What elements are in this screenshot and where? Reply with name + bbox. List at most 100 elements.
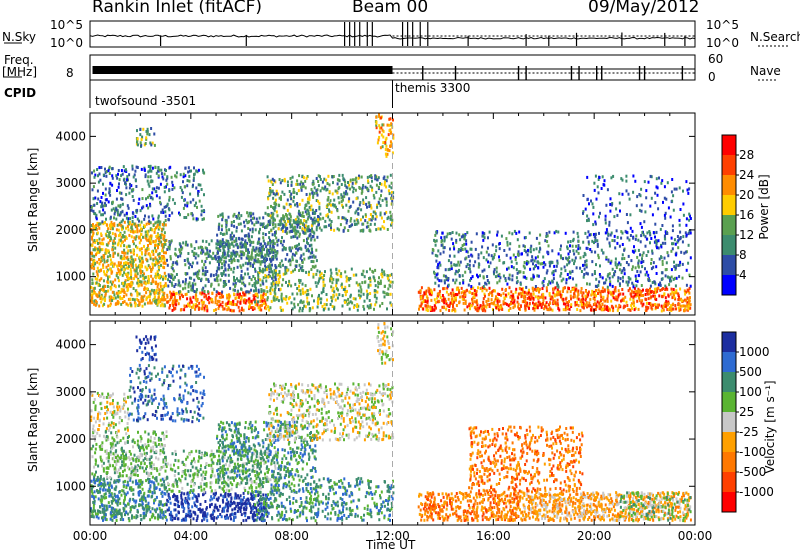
heatmap-cell <box>539 302 542 306</box>
heatmap-cell <box>296 259 298 263</box>
heatmap-cell <box>654 290 657 294</box>
heatmap-cell <box>272 207 275 211</box>
heatmap-cell <box>194 305 197 309</box>
heatmap-cell <box>254 300 256 304</box>
heatmap-cell <box>477 286 479 290</box>
heatmap-cell <box>367 285 370 289</box>
heatmap-cell <box>505 237 508 241</box>
heatmap-cell <box>441 305 444 309</box>
heatmap-cell <box>386 123 389 127</box>
heatmap-cell <box>586 295 589 299</box>
heatmap-cell <box>141 135 144 139</box>
heatmap-cell <box>437 263 440 267</box>
heatmap-cell <box>236 290 239 294</box>
heatmap-cell <box>524 275 526 279</box>
heatmap-cell <box>286 301 289 305</box>
heatmap-cell <box>247 232 250 236</box>
heatmap-cell <box>630 302 633 306</box>
heatmap-cell <box>289 205 292 209</box>
heatmap-cell <box>548 292 551 295</box>
heatmap-cell <box>670 275 673 279</box>
heatmap-cell <box>164 282 167 286</box>
heatmap-cell <box>93 175 96 179</box>
heatmap-cell <box>143 272 145 276</box>
heatmap-cell <box>683 309 685 312</box>
heatmap-cell <box>528 306 530 310</box>
heatmap-cell <box>273 250 276 254</box>
heatmap-cell <box>367 179 369 183</box>
heatmap-cell <box>153 143 156 147</box>
heatmap-cell <box>317 281 320 285</box>
heatmap-cell <box>226 296 229 300</box>
heatmap-cell <box>197 276 199 280</box>
heatmap-cell <box>107 275 109 279</box>
heatmap-cell <box>571 258 574 262</box>
heatmap-cell <box>466 250 469 254</box>
heatmap-cell <box>655 230 658 234</box>
heatmap-cell <box>154 221 157 225</box>
heatmap-cell <box>673 291 676 295</box>
heatmap-cell <box>232 309 235 313</box>
heatmap-cell <box>277 223 280 227</box>
heatmap-cell <box>669 306 671 310</box>
heatmap-cell <box>166 263 169 267</box>
heatmap-cell <box>194 307 197 311</box>
heatmap-cell <box>150 143 153 147</box>
heatmap-cell <box>200 277 203 281</box>
heatmap-cell <box>645 254 648 257</box>
heatmap-cell <box>197 168 200 172</box>
heatmap-cell <box>179 308 182 312</box>
heatmap-cell <box>132 258 134 262</box>
heatmap-cell <box>111 227 114 231</box>
heatmap-cell <box>652 261 655 265</box>
heatmap-cell <box>614 289 617 293</box>
heatmap-cell <box>223 232 226 236</box>
heatmap-cell <box>270 180 273 184</box>
heatmap-cell <box>275 297 278 301</box>
heatmap-cell <box>307 197 309 201</box>
heatmap-cell <box>585 289 587 293</box>
heatmap-cell <box>110 271 113 275</box>
heatmap-cell <box>247 290 250 294</box>
heatmap-cell <box>241 251 244 255</box>
heatmap-cell <box>577 292 580 296</box>
heatmap-cell <box>265 245 268 249</box>
heatmap-cell <box>465 265 468 269</box>
heatmap-cell <box>144 249 147 253</box>
heatmap-cell <box>232 302 235 306</box>
heatmap-cell <box>130 223 133 227</box>
heatmap-cell <box>140 138 143 141</box>
heatmap-cell <box>186 272 189 276</box>
heatmap-cell <box>196 170 199 174</box>
heatmap-cell <box>156 220 159 224</box>
heatmap-cell <box>275 250 278 254</box>
heatmap-cell <box>257 241 260 244</box>
heatmap-cell <box>140 247 143 251</box>
heatmap-cell <box>318 226 321 230</box>
heatmap-cell <box>274 193 277 197</box>
heatmap-cell <box>637 307 640 311</box>
heatmap-cell <box>145 204 148 208</box>
cpid-segment-1: twofsound -3501 <box>95 94 197 108</box>
heatmap-cell <box>193 247 196 250</box>
heatmap-cell <box>328 223 331 227</box>
heatmap-cell <box>378 135 381 139</box>
heatmap-cell <box>202 268 204 272</box>
heatmap-cell <box>261 267 264 271</box>
heatmap-cell <box>600 299 602 302</box>
heatmap-cell <box>132 175 135 179</box>
heatmap-cell <box>575 302 578 306</box>
heatmap-cell <box>362 184 365 187</box>
heatmap-cell <box>147 276 150 280</box>
heatmap-cell <box>173 201 176 205</box>
heatmap-cell <box>328 208 330 212</box>
heatmap-cell <box>248 234 251 238</box>
heatmap-cell <box>273 202 276 205</box>
heatmap-cell <box>546 240 549 243</box>
heatmap-cell <box>270 204 272 208</box>
heatmap-cell <box>494 304 497 308</box>
heatmap-cell <box>670 309 673 312</box>
heatmap-cell <box>247 248 250 252</box>
heatmap-cell <box>448 254 451 258</box>
heatmap-cell <box>238 216 241 220</box>
